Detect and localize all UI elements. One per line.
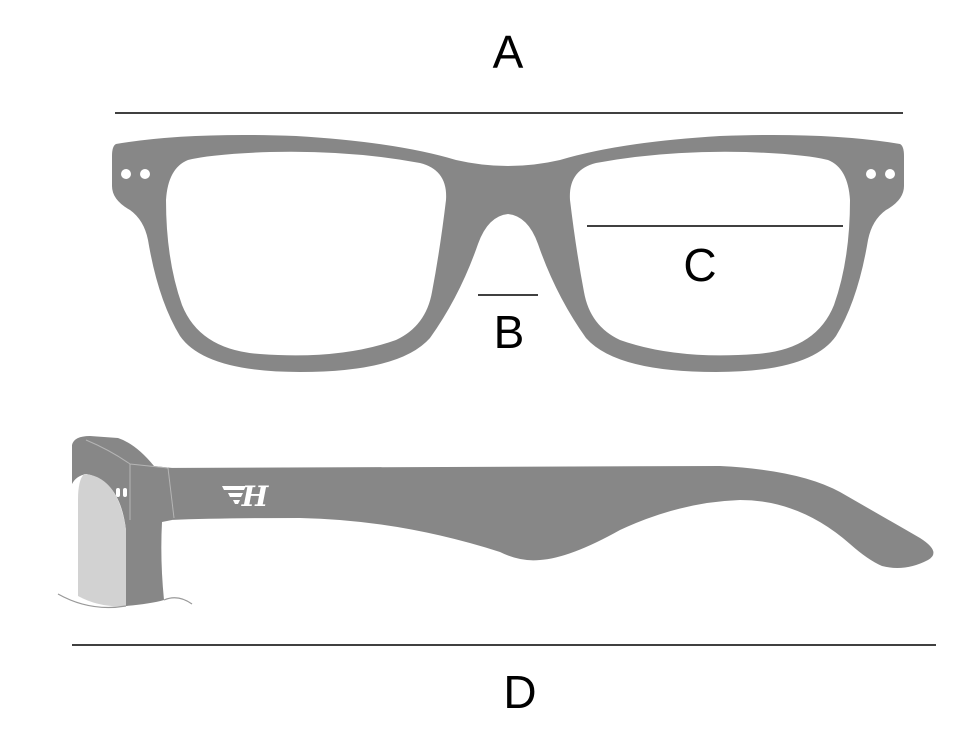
- left-lens-opening: [166, 151, 447, 356]
- temple-arm: [150, 466, 934, 568]
- winged-h-logo-icon: H: [222, 480, 270, 513]
- ground-curve-left: [57, 593, 127, 609]
- side-frame-front: [72, 436, 172, 606]
- side-rivet-2: [123, 488, 127, 497]
- right-rivet-inner: [866, 169, 876, 179]
- hinge-seam-2: [167, 467, 175, 519]
- logo-wing-1: [222, 486, 246, 490]
- dimension-label-b: B: [494, 306, 525, 358]
- frame-top-edge: [85, 439, 169, 469]
- left-rivet-outer: [121, 169, 131, 179]
- dimension-label-c: C: [683, 239, 716, 291]
- logo-wing-2: [228, 493, 243, 497]
- right-rivet-outer: [885, 169, 895, 179]
- logo-letter: H: [241, 480, 270, 513]
- glasses-front-view: [112, 135, 904, 372]
- glasses-side-view: [57, 436, 934, 609]
- side-lens: [78, 474, 126, 607]
- right-lens-opening: [569, 151, 850, 356]
- left-rivet-inner: [140, 169, 150, 179]
- dimension-label-a: A: [493, 26, 524, 78]
- logo-wing-3: [233, 500, 240, 504]
- dimension-label-d: D: [503, 666, 536, 718]
- side-rivet-1: [116, 488, 120, 497]
- ground-curve-right: [163, 597, 193, 605]
